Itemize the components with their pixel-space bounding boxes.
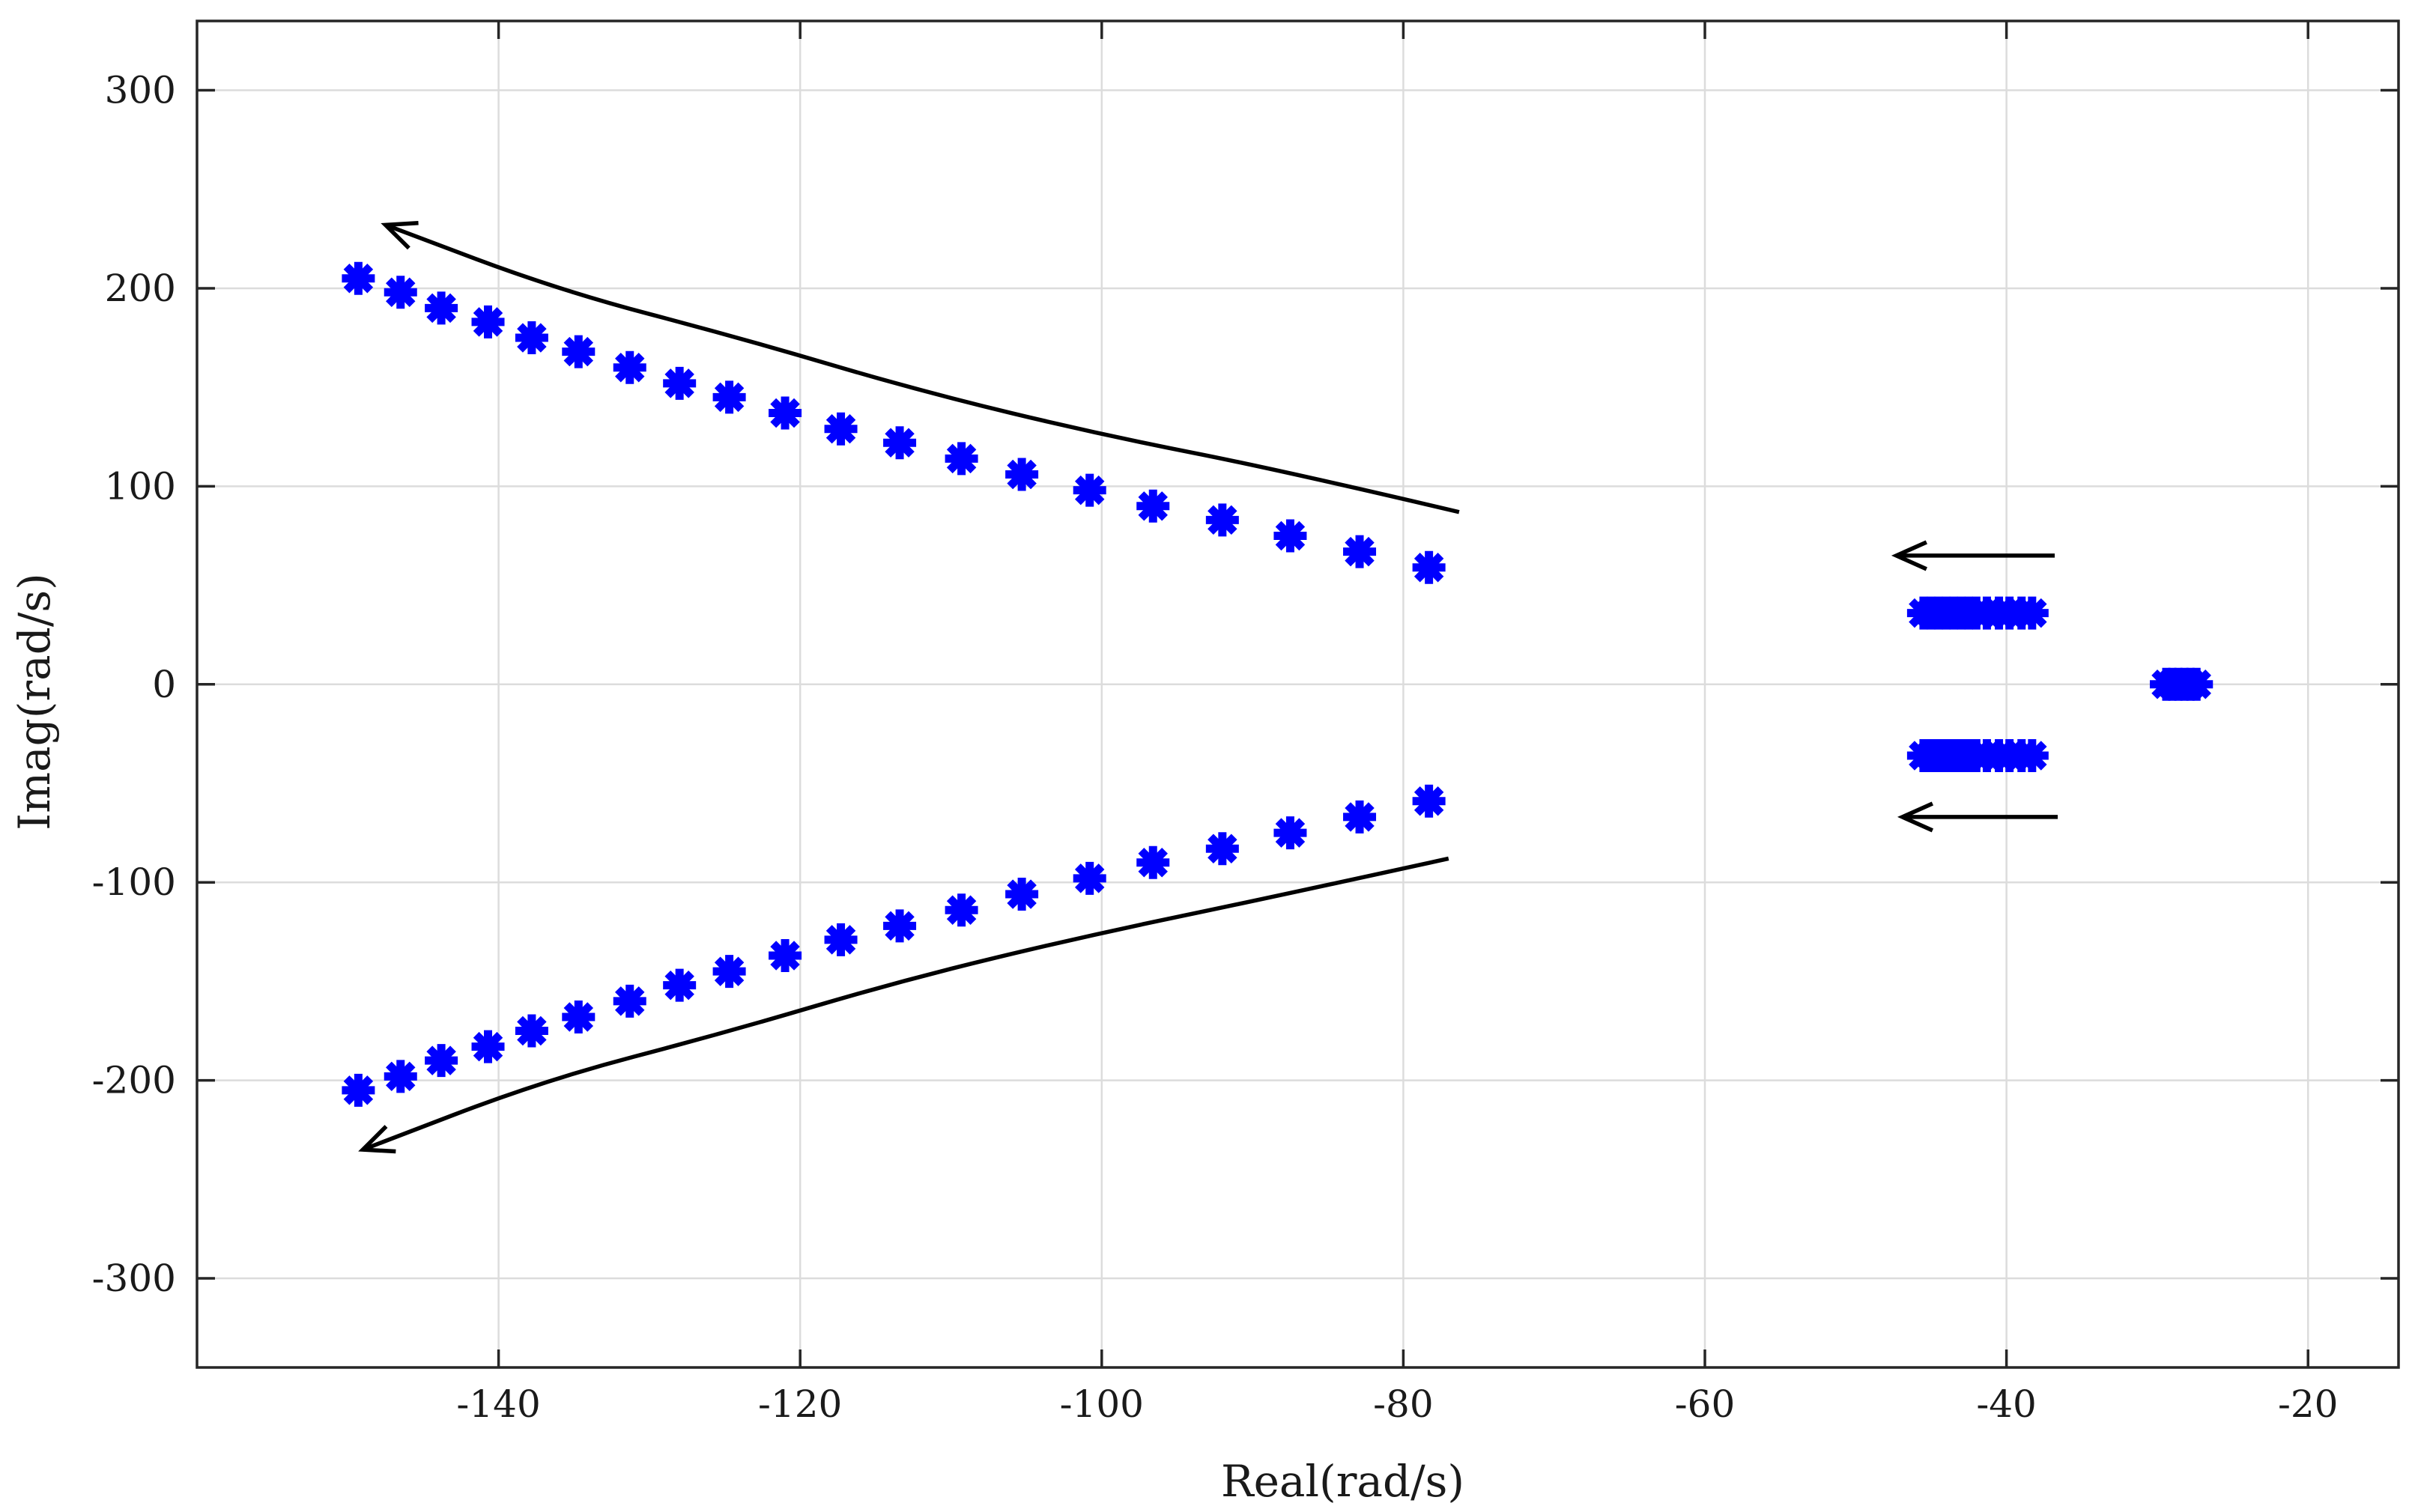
pole-marker bbox=[562, 335, 596, 368]
arrow-curve bbox=[362, 856, 1449, 1152]
pole-marker bbox=[342, 261, 375, 295]
pole-marker bbox=[515, 321, 548, 355]
x-tick-label: -40 bbox=[1976, 1382, 2037, 1426]
y-tick-label: 0 bbox=[152, 663, 176, 706]
y-tick-label: -300 bbox=[92, 1257, 176, 1300]
pole-marker bbox=[425, 291, 458, 325]
pole-marker bbox=[1205, 503, 1239, 537]
y-tick-label: -100 bbox=[92, 860, 176, 904]
pole-marker bbox=[1343, 800, 1377, 834]
pole-marker bbox=[712, 380, 746, 414]
pole-marker bbox=[613, 984, 646, 1018]
pole-marker bbox=[769, 939, 802, 973]
pole-marker bbox=[1273, 519, 1307, 553]
pole-marker bbox=[1412, 550, 1446, 584]
pole-marker bbox=[1343, 535, 1377, 568]
x-tick-label: -60 bbox=[1675, 1382, 1736, 1426]
pole-marker bbox=[1073, 861, 1106, 895]
axes-frame bbox=[196, 19, 2400, 1369]
pole-markers bbox=[342, 261, 2214, 1107]
pole-marker bbox=[1005, 458, 1039, 491]
y-axis-label: Imag(rad/s) bbox=[9, 573, 60, 831]
x-tick-labels: -140 -120 -100 -80 -60 -40 -20 bbox=[456, 1382, 2338, 1426]
pole-marker bbox=[824, 923, 858, 956]
y-tick-label: 300 bbox=[105, 69, 176, 112]
pole-marker bbox=[562, 1000, 596, 1033]
pole-marker bbox=[1273, 816, 1307, 850]
pole-marker bbox=[1073, 473, 1106, 507]
y-tick-label: 100 bbox=[105, 464, 176, 508]
pole-marker bbox=[883, 909, 917, 943]
pole-marker bbox=[2015, 738, 2049, 772]
pole-marker bbox=[945, 442, 978, 476]
x-tick-label: -20 bbox=[2278, 1382, 2339, 1426]
arrow-head bbox=[1891, 540, 1927, 571]
pole-marker bbox=[384, 1060, 417, 1093]
arrow-head bbox=[358, 1125, 396, 1154]
arrow-curve bbox=[384, 222, 1460, 514]
x-axis-label: Real(rad/s) bbox=[1221, 1456, 1464, 1507]
arrow-head bbox=[1897, 801, 1934, 833]
pole-marker bbox=[471, 1030, 505, 1063]
pole-marker bbox=[515, 1014, 548, 1048]
pole-marker bbox=[342, 1073, 375, 1107]
pole-marker bbox=[663, 968, 697, 1002]
arrow-head bbox=[381, 220, 419, 250]
pole-marker bbox=[613, 350, 646, 384]
pole-marker bbox=[2015, 596, 2049, 630]
pole-marker bbox=[1136, 845, 1170, 879]
direction-arrows bbox=[358, 220, 2058, 1154]
pole-marker bbox=[1136, 489, 1170, 523]
pole-marker bbox=[1005, 878, 1039, 911]
y-tick-labels: -300 -200 -100 0 100 200 300 bbox=[92, 69, 176, 1300]
y-tick-label: -200 bbox=[92, 1059, 176, 1102]
pole-marker bbox=[384, 276, 417, 309]
pole-marker bbox=[712, 955, 746, 989]
pole-marker bbox=[883, 426, 917, 460]
pole-marker bbox=[663, 366, 697, 400]
x-tick-label: -120 bbox=[758, 1382, 842, 1426]
pole-marker bbox=[824, 412, 858, 446]
pole-marker bbox=[425, 1044, 458, 1078]
tick-marks bbox=[197, 21, 2399, 1367]
pole-marker bbox=[945, 893, 978, 927]
pole-marker bbox=[769, 396, 802, 430]
y-tick-label: 200 bbox=[105, 267, 176, 310]
pole-marker bbox=[2180, 667, 2214, 701]
x-tick-label: -140 bbox=[456, 1382, 540, 1426]
pole-marker bbox=[471, 305, 505, 338]
pole-marker bbox=[1412, 784, 1446, 818]
pole-marker bbox=[1205, 832, 1239, 866]
grid-lines bbox=[197, 21, 2399, 1367]
x-tick-label: -100 bbox=[1060, 1382, 1144, 1426]
x-tick-label: -80 bbox=[1373, 1382, 1434, 1426]
